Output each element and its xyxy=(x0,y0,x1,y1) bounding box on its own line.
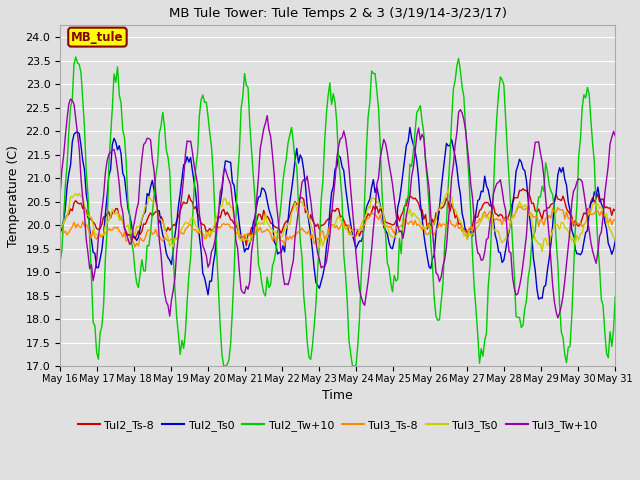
Title: MB Tule Tower: Tule Temps 2 & 3 (3/19/14-3/23/17): MB Tule Tower: Tule Temps 2 & 3 (3/19/14… xyxy=(169,7,507,20)
X-axis label: Time: Time xyxy=(323,389,353,402)
Y-axis label: Temperature (C): Temperature (C) xyxy=(7,145,20,247)
Legend: Tul2_Ts-8, Tul2_Ts0, Tul2_Tw+10, Tul3_Ts-8, Tul3_Ts0, Tul3_Tw+10: Tul2_Ts-8, Tul2_Ts0, Tul2_Tw+10, Tul3_Ts… xyxy=(73,416,602,436)
Text: MB_tule: MB_tule xyxy=(71,31,124,44)
